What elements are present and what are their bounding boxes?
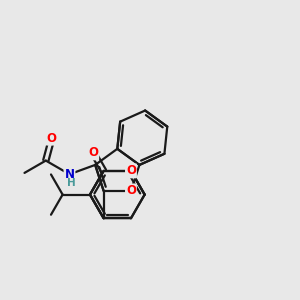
Text: O: O [126, 164, 136, 177]
Text: H: H [67, 178, 75, 188]
Text: O: O [126, 184, 136, 197]
Text: O: O [47, 132, 57, 145]
Text: O: O [88, 146, 98, 159]
Text: N: N [64, 168, 74, 181]
